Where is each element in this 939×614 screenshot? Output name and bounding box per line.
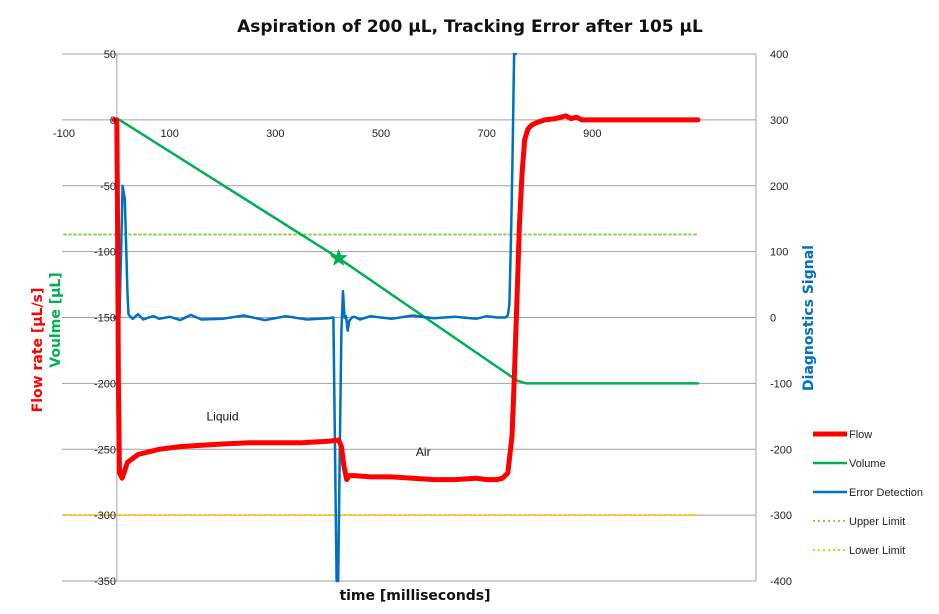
x-tick-label-2: 300	[266, 128, 284, 140]
y-left-tick-label-2: -50	[100, 181, 116, 193]
y-right-tick-label-8: -400	[770, 576, 792, 588]
legend-label-flow: Flow	[849, 429, 872, 441]
legend-label-error-detection: Error Detection	[849, 487, 923, 499]
y-left-tick-label-3: -100	[94, 247, 116, 259]
y-left-tick-label-8: -350	[94, 576, 116, 588]
y-right-tick-label-1: 300	[770, 115, 788, 127]
y-axis-title-part-0: Flow rate [µL/s]	[30, 288, 46, 413]
annotation-liquid: Liquid	[206, 409, 238, 423]
y-right-tick-label-0: 400	[770, 49, 788, 61]
y-left-tick-label-1: 0	[110, 115, 116, 127]
chart-title: Aspiration of 200 µL, Tracking Error aft…	[237, 17, 703, 37]
y-left-tick-label-4: -150	[94, 313, 116, 325]
annotations: Liquid Air	[206, 409, 430, 459]
annotation-air: Air	[416, 445, 431, 459]
volume-marker-star	[329, 248, 348, 266]
x-tick-label-4: 700	[477, 128, 495, 140]
y-left-tick-label-6: -250	[94, 444, 116, 456]
y-right-tick-label-7: -300	[770, 510, 792, 522]
y-right-tick-label-4: 0	[770, 313, 776, 325]
legend-label-volume: Volume	[849, 458, 886, 470]
y-right-tick-label-6: -200	[770, 444, 792, 456]
y-left-tick-label-5: -200	[94, 378, 116, 390]
y-left-tick-label-0: 50	[104, 49, 116, 61]
series-flow	[111, 113, 701, 483]
plot-area	[63, 52, 701, 583]
y-left-ticks: 50 0 -50 -100 -150 -200 -250 -300 -350	[94, 49, 116, 588]
x-tick-label-3: 500	[372, 128, 390, 140]
y-axis-title-right: Diagnostics Signal	[801, 245, 817, 391]
y-axis-title-left: Flow rate [µL/s] Voulme [µL]	[30, 272, 64, 412]
x-tick-label-5: 900	[583, 128, 601, 140]
series-volume	[112, 118, 700, 385]
y-right-tick-label-2: 200	[770, 181, 788, 193]
y-right-ticks: 400 300 200 100 0 -100 -200 -300 -400	[770, 49, 792, 588]
x-axis-title: time [milliseconds]	[339, 588, 490, 604]
legend-label-upper-limit: Upper Limit	[849, 516, 905, 528]
y-left-tick-label-7: -300	[94, 510, 116, 522]
legend: Flow Volume Error Detection Upper Limit Lowe…	[813, 429, 923, 557]
series-error-detection	[112, 52, 517, 583]
y-right-tick-label-3: 100	[770, 247, 788, 259]
x-ticks: -100 100 300 500 700 900	[53, 128, 602, 140]
y-axis-title-part-1: Voulme [µL]	[48, 272, 64, 367]
x-tick-label-1: 100	[160, 128, 178, 140]
y-right-tick-label-5: -100	[770, 378, 792, 390]
x-tick-label-0: -100	[53, 128, 75, 140]
legend-label-lower-limit: Lower Limit	[849, 545, 905, 557]
